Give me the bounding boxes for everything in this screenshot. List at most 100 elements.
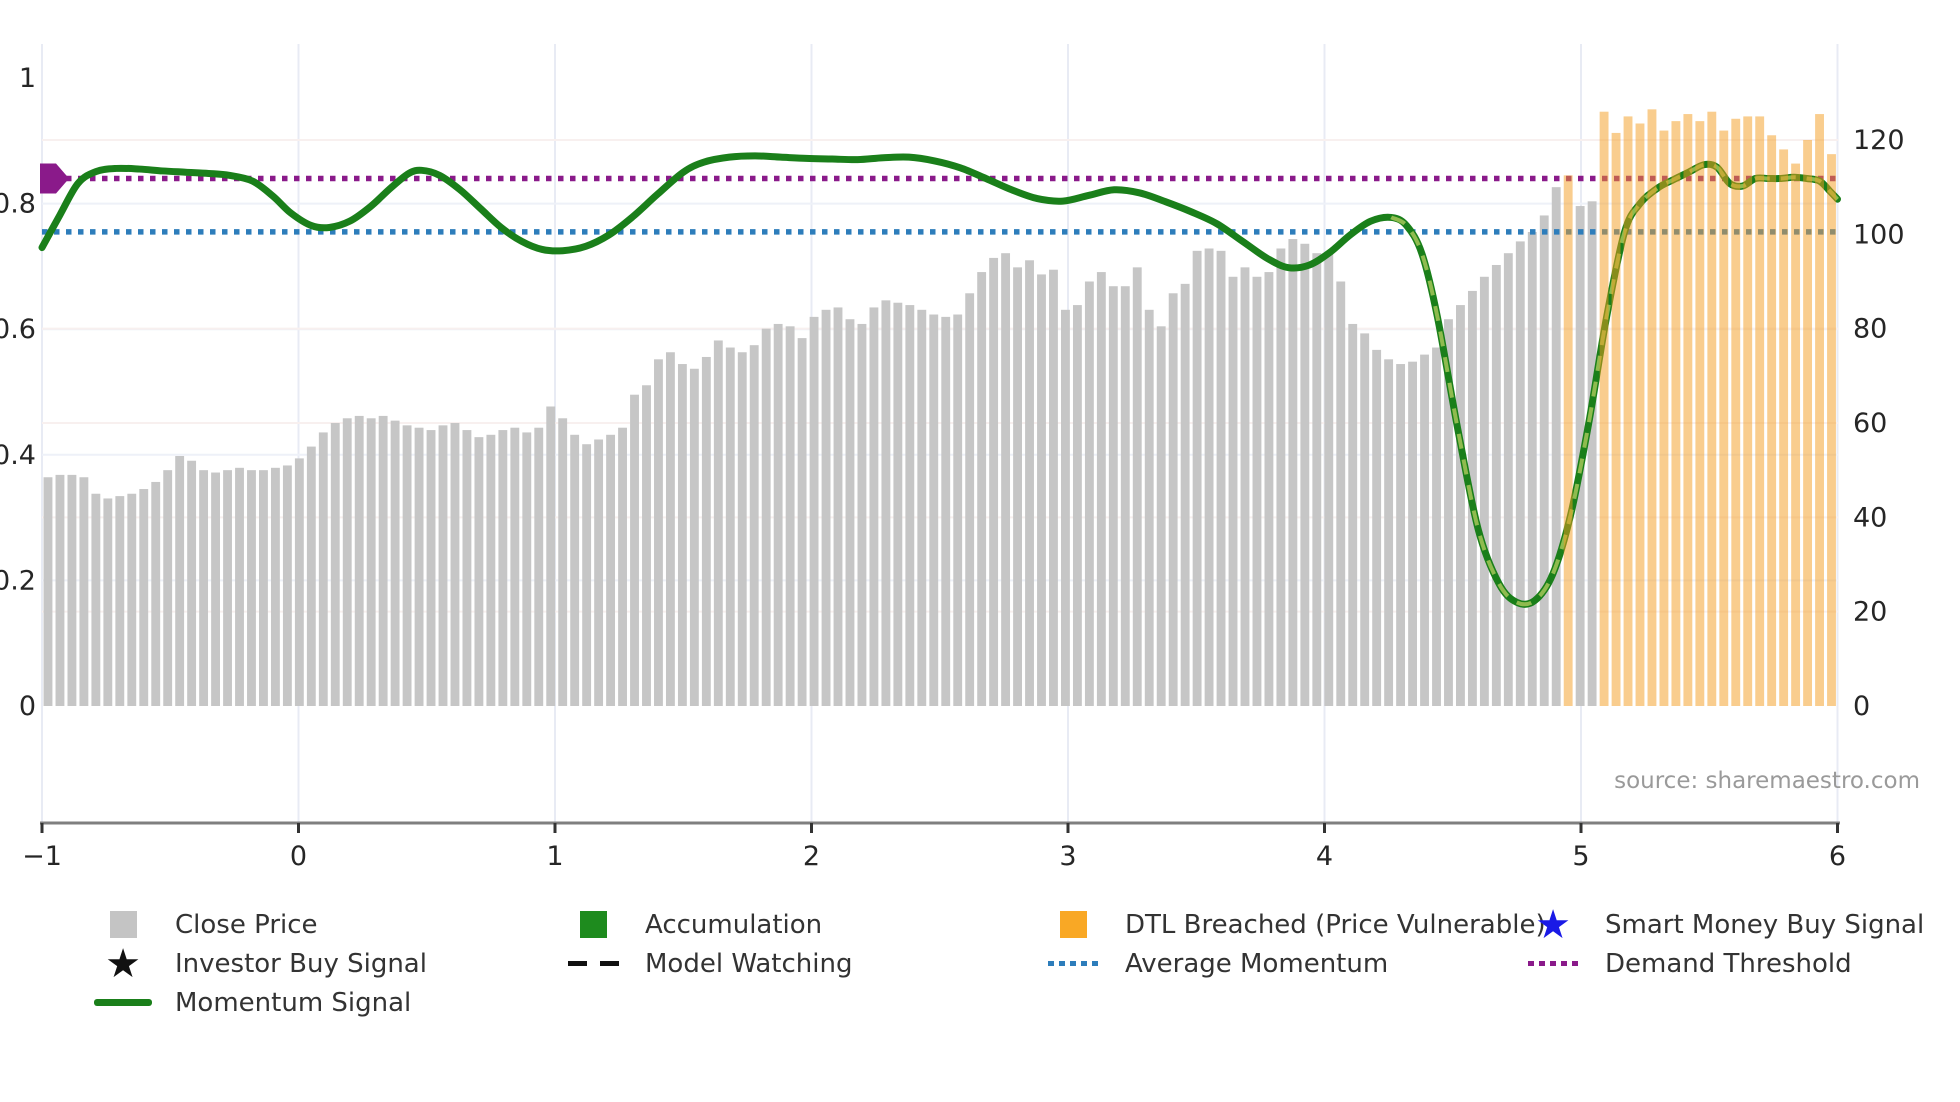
dtl-breached-bar — [1683, 114, 1693, 707]
close-price-bar — [1168, 293, 1178, 706]
close-price-bar — [1061, 309, 1070, 706]
close-price-bar — [989, 257, 999, 706]
close-price-bar — [1072, 305, 1082, 706]
close-price-bar — [522, 432, 532, 706]
close-price-bar — [1456, 305, 1465, 706]
close-price-bar — [917, 309, 927, 706]
close-price-bar — [450, 422, 460, 706]
close-price-bar — [402, 425, 412, 706]
close-price-bar — [1216, 250, 1226, 707]
close-price-bar — [1479, 276, 1489, 706]
legend-column: ★ Smart Money Buy Signal Demand Threshold — [1515, 905, 1924, 983]
legend-item: Close Price — [85, 905, 427, 944]
close-price-bar — [235, 467, 244, 706]
close-price-bar — [1120, 286, 1130, 706]
close-price-bar — [570, 434, 580, 706]
right-axis-tick-label: 80 — [1853, 314, 1887, 345]
close-price-bar — [558, 418, 568, 706]
close-price-bar — [1420, 354, 1429, 706]
legend-item: Accumulation — [555, 905, 852, 944]
legend-label: Momentum Signal — [175, 987, 412, 1018]
close-price-bar — [725, 347, 735, 706]
close-price-bar — [1192, 250, 1202, 707]
close-price-bar — [151, 481, 161, 706]
close-price-bar — [1491, 264, 1501, 706]
close-price-bar — [677, 364, 687, 706]
close-price-bar — [534, 427, 544, 706]
close-price-bar — [1527, 231, 1537, 706]
close-price-bar — [1240, 267, 1250, 706]
close-price-bar — [199, 470, 209, 706]
left-axis-tick-label: 0.2 — [0, 565, 36, 596]
close-price-bar — [689, 368, 699, 706]
dtl-breached-bar — [1599, 111, 1609, 706]
dtl-breached-bar — [1803, 139, 1813, 707]
close-price-bar — [1587, 201, 1597, 706]
close-price-bar — [486, 434, 496, 706]
dtl-breached-bar — [1563, 175, 1573, 707]
close-price-bar — [893, 302, 903, 706]
close-price-bar — [1156, 326, 1166, 706]
close-price-bar — [582, 444, 592, 706]
right-axis-tick-label: 60 — [1853, 408, 1887, 439]
legend-label: Smart Money Buy Signal — [1605, 909, 1925, 940]
close-price-bar — [654, 359, 663, 706]
close-price-bar — [306, 446, 316, 706]
close-price-bar — [606, 434, 616, 706]
legend-item: ★ Investor Buy Signal — [85, 940, 427, 987]
close-price-bar — [247, 470, 256, 706]
close-price-bar — [1288, 239, 1298, 707]
close-price-bar — [1252, 276, 1262, 706]
close-price-bar — [1348, 323, 1358, 706]
x-tick-label: −1 — [22, 841, 62, 872]
close-price-bar — [462, 430, 472, 706]
close-price-bar — [175, 456, 185, 706]
dtl-breached-bar — [1731, 118, 1741, 706]
close-price-bar — [103, 498, 113, 706]
legend-column: Accumulation Model Watching — [555, 905, 852, 983]
legend-star-marker-icon: ★ — [105, 940, 141, 987]
close-price-bar — [1384, 359, 1394, 706]
right-axis-tick-label: 100 — [1853, 219, 1905, 250]
dtl-breached-bar — [1623, 116, 1633, 707]
legend-item: Average Momentum — [1035, 944, 1546, 983]
x-tick-label: 5 — [1572, 841, 1589, 872]
legend-label: Accumulation — [645, 909, 823, 940]
legend-label: Close Price — [175, 909, 318, 940]
legend-line-marker-icon — [85, 999, 161, 1006]
legend-item: Demand Threshold — [1515, 944, 1924, 983]
close-price-bar — [1396, 364, 1406, 706]
close-price-bar — [618, 427, 627, 706]
close-price-bar — [270, 467, 280, 706]
close-price-bar — [1013, 267, 1022, 706]
legend-label: Model Watching — [645, 948, 853, 979]
close-price-bar — [797, 338, 807, 706]
legend-square-marker-icon — [85, 911, 161, 938]
close-price-bar — [282, 465, 292, 706]
close-price-bar — [1025, 260, 1034, 706]
left-axis-tick-label: 0.8 — [0, 189, 36, 220]
close-price-bar — [474, 437, 484, 706]
close-price-bar — [857, 323, 867, 706]
dtl-breached-bar — [1779, 149, 1789, 707]
legend-item: DTL Breached (Price Vulnerable) — [1035, 905, 1546, 944]
close-price-bar — [1096, 272, 1106, 706]
close-price-bar — [642, 385, 651, 706]
close-price-bar — [55, 474, 65, 706]
close-price-bar — [438, 425, 448, 706]
close-price-bar — [510, 427, 520, 706]
legend-column: Close Price ★ Investor Buy Signal Momentum … — [85, 905, 427, 1022]
legend-dots-marker-icon — [1515, 961, 1591, 966]
close-price-bar — [749, 345, 759, 706]
close-price-bar — [1084, 281, 1094, 706]
dtl-breached-bar — [1695, 121, 1705, 706]
close-price-bar — [845, 319, 855, 706]
close-price-bar — [785, 326, 795, 706]
close-price-bar — [630, 394, 639, 706]
close-price-bar — [1001, 253, 1011, 707]
close-price-bar — [1444, 319, 1453, 706]
close-price-bar — [546, 406, 556, 706]
close-price-bar — [43, 477, 53, 706]
legend-item: Model Watching — [555, 944, 852, 983]
